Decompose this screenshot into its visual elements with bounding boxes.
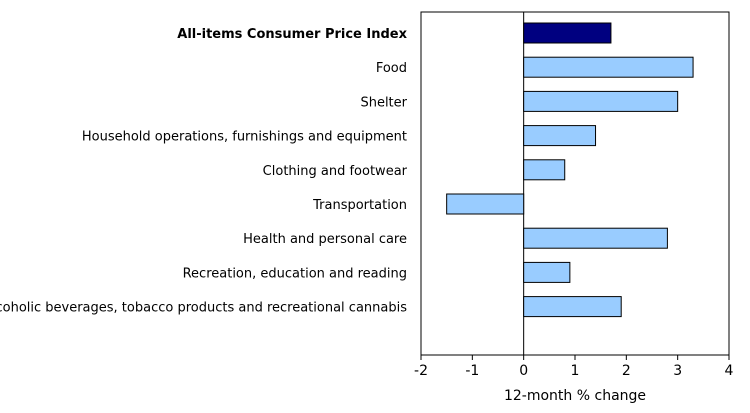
category-label: Clothing and footwear [263, 164, 408, 179]
bar [523, 125, 597, 147]
bar [523, 227, 668, 249]
category-label: Health and personal care [243, 232, 407, 247]
x-tick-label: 4 [725, 363, 734, 379]
bars [446, 22, 694, 318]
x-axis: -2 -1 0 1 2 3 4 [414, 355, 734, 379]
bar [523, 296, 622, 318]
category-label: Transportation [312, 198, 407, 213]
bar [523, 22, 612, 44]
bar [523, 159, 566, 181]
x-axis-title: 12-month % change [504, 388, 646, 404]
category-label: All-items Consumer Price Index [177, 27, 407, 42]
category-label: Alcoholic beverages, tobacco products an… [0, 301, 407, 316]
x-tick-label: -1 [465, 363, 479, 379]
x-tick-label: 3 [673, 363, 682, 379]
category-label: Recreation, education and reading [183, 266, 407, 281]
x-tick-label: 2 [622, 363, 631, 379]
bar [523, 261, 571, 283]
x-tick-label: 0 [519, 363, 528, 379]
bar [446, 193, 525, 215]
bar [523, 90, 679, 112]
bar [523, 56, 694, 78]
category-label: Shelter [360, 95, 407, 110]
x-tick-label: -2 [414, 363, 428, 379]
category-label: Food [376, 61, 407, 76]
category-label: Household operations, furnishings and eq… [82, 130, 407, 145]
x-tick-label: 1 [571, 363, 580, 379]
category-labels: All-items Consumer Price Index Food Shelte… [0, 27, 408, 316]
